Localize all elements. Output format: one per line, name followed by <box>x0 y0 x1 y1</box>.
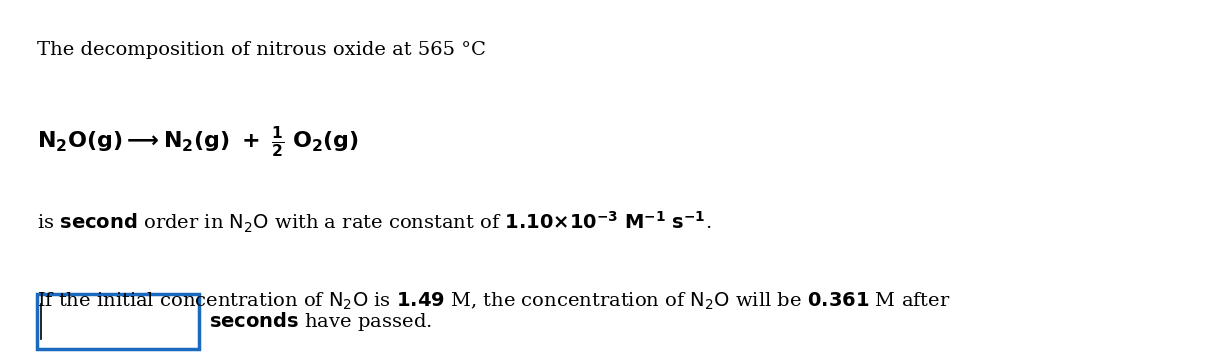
Text: If the initial concentration of $\mathrm{N_2O}$ is $\mathbf{1.49}$ M, the concen: If the initial concentration of $\mathrm… <box>36 291 950 312</box>
Text: The decomposition of nitrous oxide at 565 °C: The decomposition of nitrous oxide at 56… <box>36 41 486 59</box>
Text: is $\mathbf{second}$ order in $\mathrm{N_2O}$ with a rate constant of $\mathbf{1: is $\mathbf{second}$ order in $\mathrm{N… <box>36 210 711 235</box>
Text: $\mathbf{seconds}$ have passed.: $\mathbf{seconds}$ have passed. <box>208 310 431 333</box>
FancyBboxPatch shape <box>36 294 199 349</box>
Text: $\mathbf{N_2O(g){\longrightarrow}N_2(g)\ +\ \frac{1}{2}\ O_2(g)}$: $\mathbf{N_2O(g){\longrightarrow}N_2(g)\… <box>36 124 359 159</box>
